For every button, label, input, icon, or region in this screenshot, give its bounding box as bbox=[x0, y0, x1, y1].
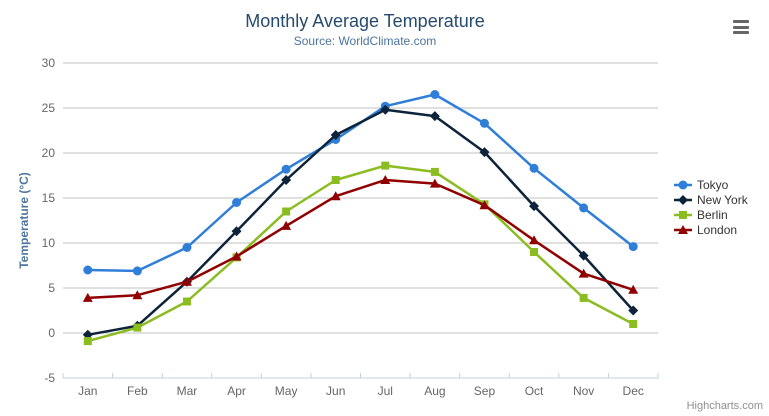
y-axis-label: 20 bbox=[42, 146, 56, 160]
y-axis-title: Temperature (°C) bbox=[17, 172, 31, 269]
point-london-sep[interactable] bbox=[479, 200, 490, 210]
legend-label: Tokyo bbox=[697, 178, 729, 192]
point-berlin-jul[interactable] bbox=[381, 161, 390, 170]
series-line-new-york bbox=[87, 108, 635, 337]
legend-item-new-york[interactable]: New York bbox=[674, 193, 748, 207]
series-line-tokyo bbox=[87, 93, 634, 273]
point-london-mar[interactable] bbox=[181, 276, 192, 286]
point-berlin-jun[interactable] bbox=[331, 176, 340, 184]
x-axis-label-oct: Oct bbox=[525, 384, 544, 398]
point-tokyo-may[interactable] bbox=[281, 164, 291, 174]
hamburger-icon bbox=[733, 20, 749, 23]
x-axis-label-jan: Jan bbox=[78, 384, 97, 398]
point-tokyo-apr[interactable] bbox=[232, 198, 242, 207]
point-tokyo-jan[interactable] bbox=[83, 265, 93, 275]
x-axis-label-jun: Jun bbox=[326, 384, 345, 398]
point-tokyo-aug[interactable] bbox=[430, 90, 440, 99]
y-axis-label: 0 bbox=[48, 326, 55, 340]
point-new-york-sep[interactable] bbox=[479, 147, 490, 158]
legend-label: London bbox=[697, 223, 738, 237]
x-axis-label-aug: Aug bbox=[424, 384, 445, 398]
point-london-feb[interactable] bbox=[132, 290, 143, 300]
y-axis-label: 25 bbox=[42, 101, 56, 115]
point-berlin-jan[interactable] bbox=[83, 337, 92, 346]
hamburger-icon bbox=[733, 25, 749, 29]
point-london-jan[interactable] bbox=[82, 292, 93, 302]
hamburger-icon bbox=[733, 31, 749, 34]
legend-item-berlin[interactable]: Berlin bbox=[674, 208, 748, 222]
point-tokyo-oct[interactable] bbox=[529, 163, 539, 173]
point-berlin-dec[interactable] bbox=[629, 320, 638, 328]
y-axis-label: -5 bbox=[44, 371, 55, 385]
point-new-york-oct[interactable] bbox=[529, 201, 540, 212]
point-new-york-jun[interactable] bbox=[330, 130, 341, 140]
y-axis-label: 10 bbox=[42, 236, 56, 250]
point-berlin-aug[interactable] bbox=[430, 167, 439, 176]
legend-marker bbox=[679, 211, 687, 219]
legend-marker bbox=[678, 180, 688, 190]
legend: Tokyo New York Berlin London bbox=[674, 178, 748, 237]
point-tokyo-sep[interactable] bbox=[479, 118, 489, 128]
point-berlin-may[interactable] bbox=[282, 207, 291, 216]
point-new-york-nov[interactable] bbox=[578, 250, 589, 261]
x-axis-label-mar: Mar bbox=[177, 384, 198, 398]
triangle-legend-icon bbox=[674, 225, 692, 234]
y-axis-label: 30 bbox=[42, 56, 56, 70]
legend-label: New York bbox=[697, 193, 748, 207]
legend-marker bbox=[678, 225, 688, 234]
point-london-jun[interactable] bbox=[330, 191, 341, 201]
x-axis-label-feb: Feb bbox=[127, 384, 148, 398]
y-axis-label: 15 bbox=[42, 191, 56, 205]
highcharts-credit[interactable]: Highcharts.com bbox=[686, 400, 763, 412]
chart-subtitle: Source: WorldClimate.com bbox=[293, 34, 437, 48]
point-new-york-apr[interactable] bbox=[231, 226, 242, 237]
point-berlin-oct[interactable] bbox=[530, 248, 539, 256]
series-line-berlin bbox=[87, 164, 634, 343]
point-new-york-aug[interactable] bbox=[429, 111, 440, 122]
point-new-york-jul[interactable] bbox=[380, 104, 391, 115]
x-axis-label-jul: Jul bbox=[378, 384, 393, 398]
diamond-legend-icon bbox=[674, 195, 692, 205]
x-axis-label-apr: Apr bbox=[227, 384, 246, 398]
legend-label: Berlin bbox=[697, 208, 728, 222]
x-axis-label-sep: Sep bbox=[474, 384, 496, 398]
x-axis-label-nov: Nov bbox=[573, 384, 594, 398]
x-axis-label-dec: Dec bbox=[623, 384, 644, 398]
point-london-apr[interactable] bbox=[231, 251, 242, 261]
point-tokyo-dec[interactable] bbox=[628, 242, 638, 252]
point-new-york-dec[interactable] bbox=[628, 305, 639, 316]
point-new-york-may[interactable] bbox=[281, 175, 292, 185]
export-menu-button[interactable] bbox=[733, 20, 749, 34]
x-axis-label-may: May bbox=[275, 384, 298, 398]
point-berlin-nov[interactable] bbox=[579, 293, 588, 302]
point-berlin-mar[interactable] bbox=[182, 297, 191, 306]
point-tokyo-mar[interactable] bbox=[182, 243, 192, 252]
legend-item-london[interactable]: London bbox=[674, 223, 748, 237]
legend-marker bbox=[678, 195, 688, 205]
legend-item-tokyo[interactable]: Tokyo bbox=[674, 178, 748, 192]
point-london-jul[interactable] bbox=[380, 175, 391, 184]
point-london-aug[interactable] bbox=[429, 178, 440, 188]
y-axis-label: 5 bbox=[48, 281, 55, 295]
point-london-dec[interactable] bbox=[628, 284, 639, 294]
point-berlin-feb[interactable] bbox=[133, 323, 142, 332]
point-tokyo-feb[interactable] bbox=[132, 266, 142, 276]
point-london-may[interactable] bbox=[281, 220, 292, 230]
point-london-nov[interactable] bbox=[578, 268, 589, 278]
point-london-oct[interactable] bbox=[529, 235, 540, 245]
square-legend-icon bbox=[674, 211, 692, 219]
series-line-london bbox=[87, 178, 634, 300]
point-tokyo-nov[interactable] bbox=[579, 203, 589, 213]
circle-legend-icon bbox=[674, 180, 692, 190]
chart-title: Monthly Average Temperature bbox=[245, 11, 485, 31]
